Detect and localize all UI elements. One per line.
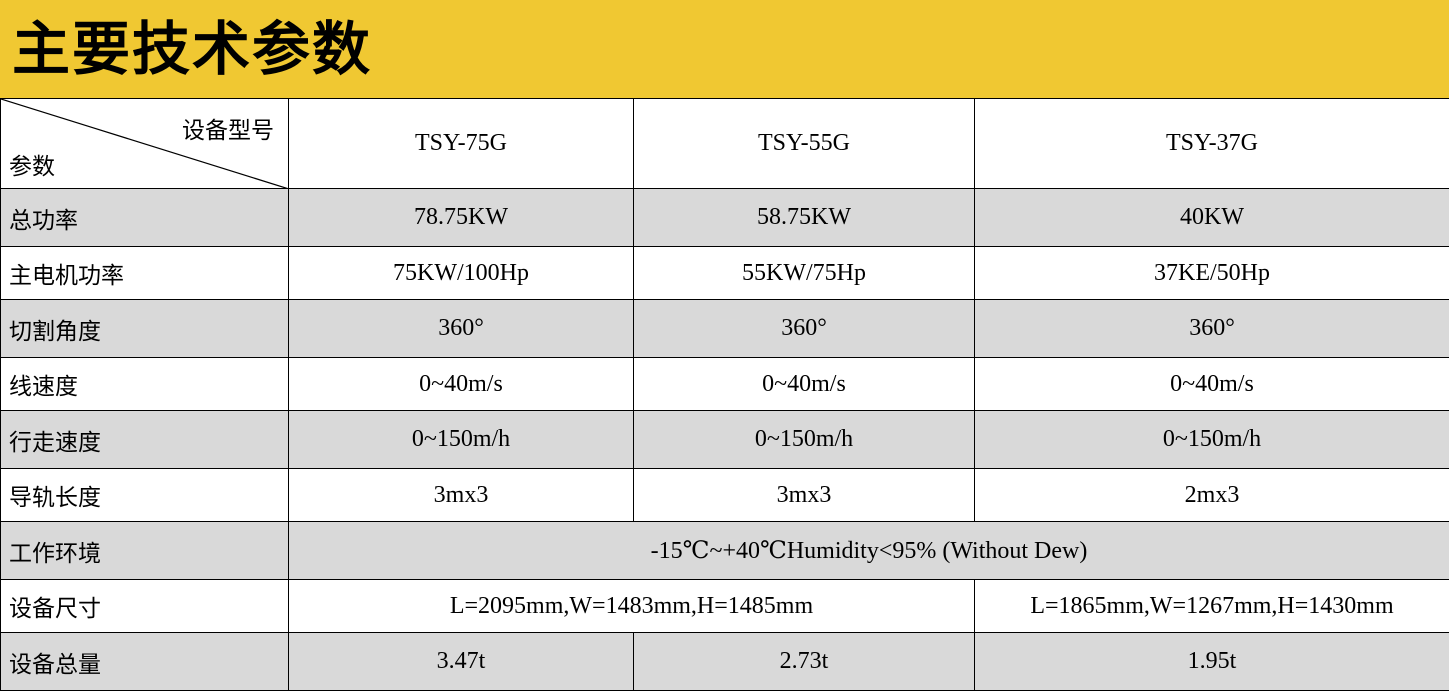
- cell: 40KW: [974, 188, 1449, 247]
- row-label: 设备尺寸: [0, 579, 289, 633]
- cell: L=1865mm,W=1267mm,H=1430mm: [974, 579, 1449, 633]
- table-row: 行走速度 0~150m/h 0~150m/h 0~150m/h: [0, 410, 1449, 469]
- cell: 2.73t: [633, 632, 975, 691]
- cell: 3.47t: [288, 632, 634, 691]
- row-label: 主电机功率: [0, 246, 289, 300]
- row-label: 设备总量: [0, 632, 289, 691]
- corner-param-label: 参数: [9, 154, 55, 180]
- cell: 0~40m/s: [633, 357, 975, 411]
- cell: 0~40m/s: [974, 357, 1449, 411]
- spec-table: 设备型号 参数 TSY-75G TSY-55G TSY-37G 总功率 78.7…: [0, 98, 1449, 691]
- cell: 360°: [633, 299, 975, 358]
- cell: 78.75KW: [288, 188, 634, 247]
- model-header: TSY-37G: [974, 98, 1449, 189]
- cell: 0~40m/s: [288, 357, 634, 411]
- cell: 55KW/75Hp: [633, 246, 975, 300]
- row-label: 线速度: [0, 357, 289, 411]
- cell: 1.95t: [974, 632, 1449, 691]
- cell: 0~150m/h: [974, 410, 1449, 469]
- model-header: TSY-75G: [288, 98, 634, 189]
- row-label: 行走速度: [0, 410, 289, 469]
- cell: 0~150m/h: [288, 410, 634, 469]
- corner-cell: 设备型号 参数: [0, 98, 289, 189]
- cell: -15℃~+40℃Humidity<95% (Without Dew): [288, 521, 1449, 580]
- header-row: 设备型号 参数 TSY-75G TSY-55G TSY-37G: [0, 98, 1449, 189]
- cell: 58.75KW: [633, 188, 975, 247]
- row-label: 工作环境: [0, 521, 289, 580]
- cell: 0~150m/h: [633, 410, 975, 469]
- cell: 360°: [288, 299, 634, 358]
- table-row: 切割角度 360° 360° 360°: [0, 299, 1449, 358]
- table-row: 主电机功率 75KW/100Hp 55KW/75Hp 37KE/50Hp: [0, 246, 1449, 300]
- cell: L=2095mm,W=1483mm,H=1485mm: [288, 579, 975, 633]
- table-row: 线速度 0~40m/s 0~40m/s 0~40m/s: [0, 357, 1449, 411]
- model-header: TSY-55G: [633, 98, 975, 189]
- cell: 75KW/100Hp: [288, 246, 634, 300]
- page-title: 主要技术参数: [12, 15, 373, 83]
- diagonal-line: [1, 99, 289, 189]
- table-row: 总功率 78.75KW 58.75KW 40KW: [0, 188, 1449, 247]
- table-row: 导轨长度 3mx3 3mx3 2mx3: [0, 468, 1449, 522]
- table-row: 工作环境 -15℃~+40℃Humidity<95% (Without Dew): [0, 521, 1449, 580]
- cell: 360°: [974, 299, 1449, 358]
- cell: 37KE/50Hp: [974, 246, 1449, 300]
- row-label: 总功率: [0, 188, 289, 247]
- table-row: 设备尺寸 L=2095mm,W=1483mm,H=1485mm L=1865mm…: [0, 579, 1449, 633]
- cell: 3mx3: [633, 468, 975, 522]
- table-row: 设备总量 3.47t 2.73t 1.95t: [0, 632, 1449, 691]
- cell: 2mx3: [974, 468, 1449, 522]
- title-banner: 主要技术参数: [0, 0, 1449, 98]
- cell: 3mx3: [288, 468, 634, 522]
- corner-model-label: 设备型号: [182, 118, 274, 144]
- row-label: 导轨长度: [0, 468, 289, 522]
- row-label: 切割角度: [0, 299, 289, 358]
